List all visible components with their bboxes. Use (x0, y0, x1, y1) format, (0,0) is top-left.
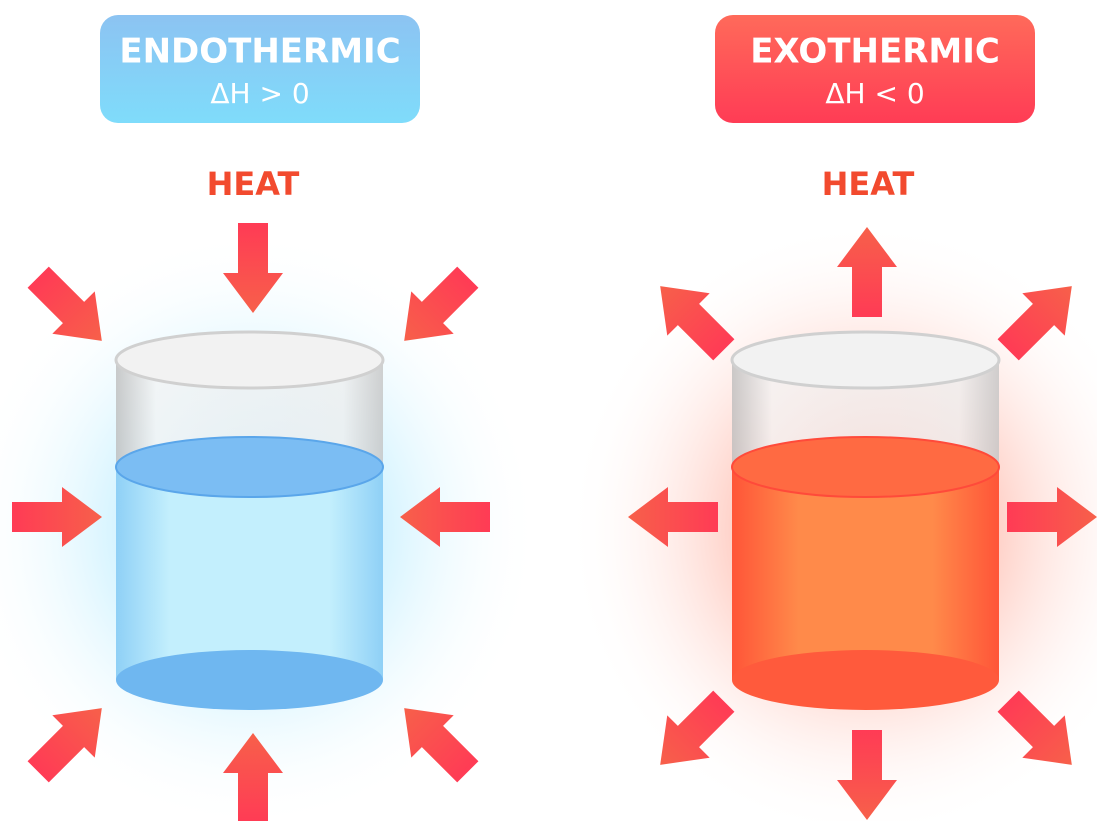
heat-label: HEAT (207, 165, 300, 203)
diagram: ENDOTHERMIC ΔH > 0 HEAT EXOTHERMIC ΔH < … (0, 0, 1097, 821)
beaker (116, 332, 383, 710)
heat-label: HEAT (822, 165, 915, 203)
badge-title: EXOTHERMIC (750, 32, 1000, 72)
badge-subtitle: ΔH < 0 (825, 77, 924, 110)
beaker (732, 332, 999, 710)
badge-subtitle: ΔH > 0 (210, 77, 309, 110)
badge-title: ENDOTHERMIC (119, 32, 400, 72)
